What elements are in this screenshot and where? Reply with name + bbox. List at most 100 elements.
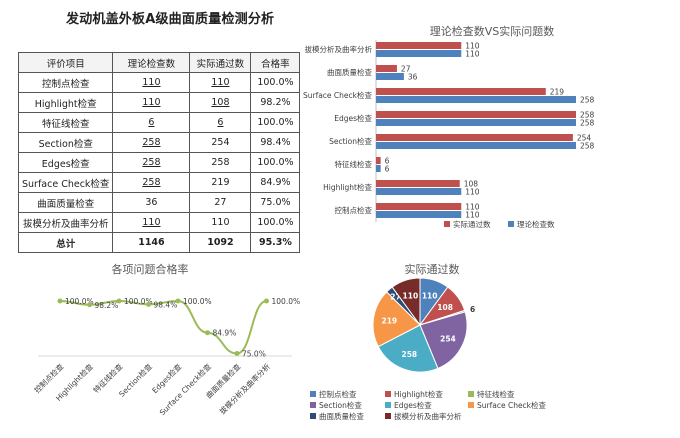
cell-actual: 27 — [189, 192, 252, 213]
data-label: 258 — [402, 350, 418, 359]
total-rate: 95.3% — [250, 232, 301, 253]
legend-label: 控制点检查 — [319, 389, 357, 399]
cell-theory: 258 — [112, 172, 191, 193]
data-label: 110 — [422, 292, 438, 301]
bar — [376, 142, 576, 149]
bar — [376, 211, 462, 218]
cell-item: Section检查 — [17, 132, 114, 153]
header-theory: 理论检查数 — [112, 52, 191, 73]
data-label: 100.0% — [124, 297, 153, 306]
table-row: Highlight检查 110 108 98.2% — [17, 92, 301, 113]
cell-actual: 258 — [189, 152, 252, 173]
data-label: 108 — [464, 180, 479, 189]
cell-actual: 6 — [189, 112, 252, 133]
cell-rate: 98.2% — [250, 92, 301, 113]
category-label: 拔模分析及曲率分析 — [305, 44, 373, 54]
bar — [376, 119, 576, 126]
data-label: 258 — [580, 96, 595, 105]
table-total-row: 总计 1146 1092 95.3% — [17, 232, 301, 253]
legend-swatch — [385, 391, 391, 397]
category-label: 拔模分析及曲率分析 — [217, 361, 272, 416]
data-label: 98.4% — [154, 300, 178, 309]
legend-label: 特征线检查 — [477, 389, 515, 399]
cell-item: Highlight检查 — [17, 92, 114, 113]
data-point — [87, 302, 92, 308]
data-point — [175, 298, 181, 304]
category-label: Edges检查 — [334, 113, 372, 123]
data-point — [234, 351, 240, 356]
table-row: 拔模分析及曲率分析 110 110 100.0% — [17, 212, 301, 233]
bar — [376, 73, 404, 80]
cell-rate: 98.4% — [250, 132, 301, 153]
data-label: 75.0% — [242, 350, 266, 359]
chart-title: 各项问题合格率 — [112, 262, 189, 276]
legend-label: Section检查 — [319, 400, 362, 410]
data-label: 110 — [465, 203, 480, 212]
header-actual: 实际通过数 — [189, 52, 252, 73]
legend-swatch — [468, 391, 474, 397]
bar — [376, 134, 573, 141]
bar — [376, 111, 576, 118]
cell-theory: 110 — [112, 72, 191, 93]
legend-label: Edges检查 — [394, 400, 432, 410]
legend-label: Surface Check检查 — [477, 400, 547, 410]
pie-slice — [372, 291, 421, 348]
cell-rate: 100.0% — [250, 72, 301, 93]
data-point — [205, 330, 210, 336]
category-label: Section检查 — [329, 136, 372, 146]
pie-slice — [377, 324, 439, 373]
legend-swatch — [468, 402, 474, 408]
legend-swatch — [310, 413, 316, 419]
pie-slice — [391, 277, 421, 327]
total-label: 总计 — [17, 232, 114, 253]
chart-title: 实际通过数 — [405, 262, 460, 276]
data-label: 219 — [550, 88, 565, 97]
legend-label: 实际通过数 — [453, 219, 491, 229]
cell-item: 曲面质量检查 — [17, 192, 114, 213]
legend-swatch — [385, 413, 391, 419]
data-point — [146, 301, 151, 307]
data-label: 258 — [580, 119, 595, 128]
data-label: 110 — [465, 211, 480, 220]
data-label: 258 — [580, 111, 595, 120]
total-actual: 1092 — [189, 232, 252, 253]
bar — [376, 42, 462, 49]
data-label: 27 — [401, 65, 411, 74]
cell-actual: 110 — [189, 212, 252, 233]
data-label: 84.9% — [213, 329, 237, 338]
cell-theory: 6 — [112, 112, 191, 133]
data-point — [116, 298, 122, 304]
category-label: 特征线检查 — [335, 159, 373, 169]
table-header-row: 评价项目 理论检查数 实际通过数 合格率 — [17, 52, 301, 73]
bar — [376, 203, 462, 210]
legend-swatch — [310, 391, 316, 397]
data-label: 6 — [385, 165, 390, 174]
page-title: 发动机盖外板A级曲面质量检测分析 — [66, 12, 275, 27]
data-label: 254 — [577, 134, 592, 143]
bar — [376, 165, 381, 172]
data-label: 98.2% — [95, 301, 119, 310]
data-label: 100.0% — [65, 297, 94, 306]
chart-title: 理论检查数VS实际问题数 — [430, 24, 555, 38]
header-item: 评价项目 — [17, 52, 114, 73]
data-label: 258 — [580, 142, 595, 151]
data-label: 110 — [403, 292, 419, 301]
category-label: 控制点检查 — [335, 205, 373, 215]
data-point — [57, 298, 63, 304]
cell-item: 特征线检查 — [17, 112, 114, 133]
legend-label: 理论检查数 — [517, 219, 555, 229]
bar — [376, 88, 546, 95]
cell-rate: 100.0% — [250, 212, 301, 233]
line-chart: 各项问题合格率100.0%控制点检查98.2%Highlight检查100.0%… — [32, 262, 300, 417]
cell-item: Edges检查 — [17, 152, 114, 173]
bar — [376, 188, 462, 195]
cell-item: Surface Check检查 — [17, 172, 114, 193]
legend-label: 拔模分析及曲率分析 — [394, 411, 462, 421]
cell-actual: 108 — [189, 92, 252, 113]
legend-swatch — [310, 402, 316, 408]
cell-actual: 110 — [189, 72, 252, 93]
data-label: 6 — [470, 305, 475, 314]
table-row: Section检查 258 254 98.4% — [17, 132, 301, 153]
